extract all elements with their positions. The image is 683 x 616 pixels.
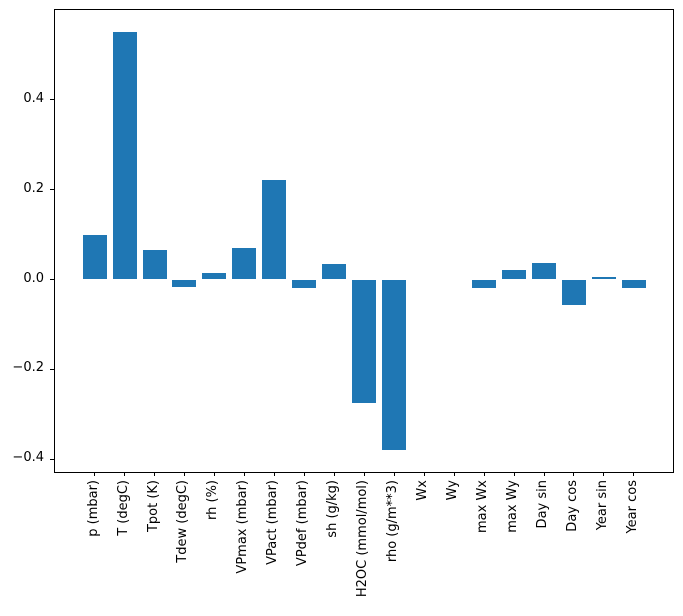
bar-vpact-mbar: [262, 180, 287, 280]
x-tick-label: Year cos: [624, 480, 640, 534]
y-tick-label: 0.4: [23, 90, 44, 106]
x-tick-mark: [154, 472, 156, 476]
x-tick-mark: [513, 472, 515, 476]
x-tick-label: Wy: [445, 480, 461, 501]
x-tick-mark: [183, 472, 185, 476]
x-tick-label: max Wy: [505, 480, 521, 533]
x-tick-label: VPdef (mbar): [295, 480, 311, 567]
x-tick-label: Tpot (K): [145, 480, 161, 533]
x-tick-label: Day cos: [564, 480, 580, 532]
x-tick-mark: [573, 472, 575, 476]
y-tick-label: −0.2: [12, 360, 44, 376]
x-tick-mark: [243, 472, 245, 476]
bar-max-wx: [472, 279, 497, 289]
x-tick-label: sh (g/kg): [325, 480, 341, 538]
x-tick-label: Wx: [415, 480, 431, 501]
bar-t-degc: [112, 32, 137, 280]
y-tick-mark: [49, 189, 54, 191]
x-tick-mark: [94, 472, 96, 476]
x-tick-mark: [453, 472, 455, 476]
bar-rho-g-m-3: [382, 279, 407, 451]
y-tick-mark: [49, 458, 54, 460]
x-tick-label: T (degC): [115, 480, 131, 536]
bar-tpot-k: [142, 250, 167, 280]
bar-h2oc-mmol-mol: [352, 279, 377, 403]
bar-max-wy: [502, 270, 527, 280]
x-tick-mark: [393, 472, 395, 476]
bar-tdew-degc: [172, 279, 197, 287]
x-tick-mark: [213, 472, 215, 476]
y-tick-label: 0.2: [23, 180, 44, 196]
x-tick-mark: [543, 472, 545, 476]
x-tick-label: VPmax (mbar): [235, 480, 251, 574]
x-tick-mark: [333, 472, 335, 476]
x-tick-label: H2OC (mmol/mol): [355, 480, 371, 598]
x-tick-mark: [423, 472, 425, 476]
x-tick-mark: [124, 472, 126, 476]
y-tick-mark: [49, 368, 54, 370]
x-tick-mark: [483, 472, 485, 476]
x-tick-label: VPact (mbar): [265, 480, 281, 565]
y-tick-label: 0.0: [23, 270, 44, 286]
x-tick-label: rho (g/m**3): [385, 480, 401, 563]
x-tick-label: Day sin: [535, 480, 550, 529]
x-tick-mark: [303, 472, 305, 476]
plot-area: [49, 9, 674, 476]
y-tick-label: −0.4: [12, 450, 44, 466]
y-tick-mark: [49, 279, 54, 280]
x-tick-mark: [633, 472, 635, 476]
bar-vpdef-mbar: [292, 279, 317, 288]
x-tick-label: Year sin: [594, 480, 610, 531]
x-tick-label: max Wx: [475, 480, 491, 534]
bar-year-sin: [591, 277, 616, 280]
x-tick-label: rh (%): [205, 480, 221, 520]
x-tick-mark: [363, 472, 365, 476]
bar-day-sin: [532, 263, 556, 280]
bar-rh: [202, 272, 227, 280]
bar-vpmax-mbar: [232, 248, 257, 280]
x-tick-label: Tdew (degC): [175, 480, 191, 563]
x-tick-label: p (mbar): [85, 480, 101, 537]
bar-sh-g-kg: [322, 263, 347, 280]
bar-p-mbar: [82, 234, 107, 280]
bar-day-cos: [561, 279, 586, 305]
x-tick-mark: [603, 472, 605, 476]
y-tick-mark: [49, 99, 54, 101]
bar-year-cos: [621, 279, 646, 289]
x-tick-mark: [273, 472, 275, 476]
